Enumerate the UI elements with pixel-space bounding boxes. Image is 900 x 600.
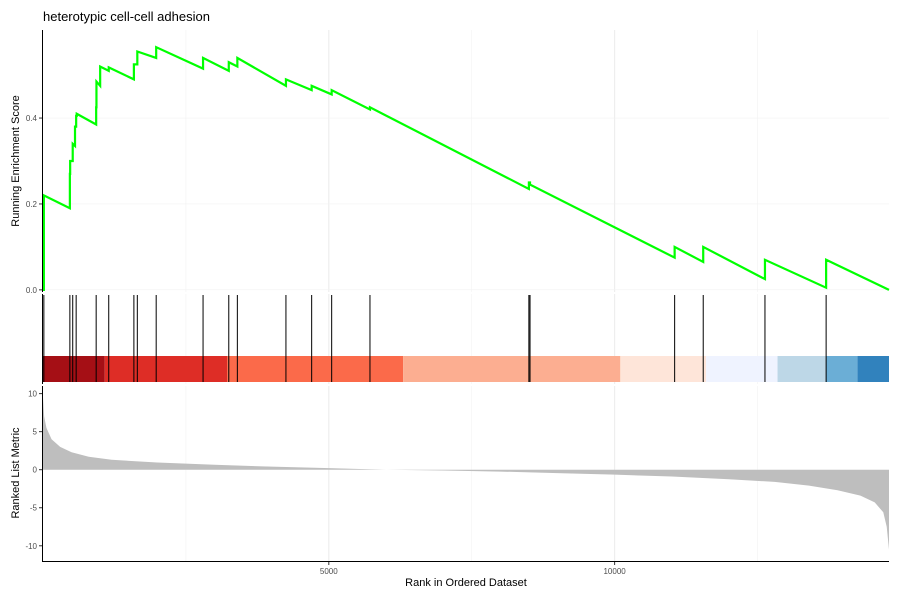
ranked-y-tick-label: -10 (25, 542, 37, 551)
ranked-y-axis-title: Ranked List Metric (10, 427, 22, 519)
enrichment-score-panel: 0.0 0.2 0.4 Running Enrichment Score (10, 30, 890, 295)
gene-hit-markers (43, 295, 827, 382)
enrichment-score-line (42, 45, 890, 291)
x-ticks: 5000 10000 (320, 562, 626, 576)
enrichment-line-layer (42, 45, 890, 291)
rank-color-band (620, 356, 707, 382)
enrichment-y-tick-label: 0.2 (26, 200, 38, 209)
rank-color-band (706, 356, 778, 382)
ranked-y-tick-label: 0 (33, 466, 38, 475)
rank-color-band (826, 356, 858, 382)
rank-color-band (403, 356, 621, 382)
x-tick-label: 10000 (603, 567, 626, 576)
chart-title: heterotypic cell-cell adhesion (43, 9, 210, 24)
rank-color-band (227, 356, 404, 382)
rank-color-band (104, 356, 228, 382)
rank-color-band (43, 356, 105, 382)
ranked-list-panel: 10 5 0 -5 -10 5000 10000 Ranked List Metric R… (10, 386, 889, 589)
rank-color-bar (43, 356, 889, 382)
ranked-y-tick-label: 10 (28, 390, 37, 399)
gene-hits-panel (42, 294, 889, 384)
enrichment-y-axis-title: Running Enrichment Score (10, 95, 22, 226)
enrichment-grid (43, 30, 889, 292)
rank-color-band (857, 356, 889, 382)
enrichment-y-tick-label: 0.4 (26, 114, 38, 123)
ranked-list-area (43, 397, 889, 550)
ranked-fill-layer (43, 397, 889, 550)
x-tick-label: 5000 (320, 567, 338, 576)
x-axis-title: Rank in Ordered Dataset (405, 577, 527, 589)
ranked-y-tick-label: -5 (30, 504, 38, 513)
ranked-y-tick-label: 5 (33, 428, 38, 437)
ranked-y-ticks: 10 5 0 -5 -10 (25, 390, 42, 551)
rank-color-band (777, 356, 827, 382)
enrichment-y-ticks: 0.0 0.2 0.4 (26, 114, 42, 295)
enrichment-y-tick-label: 0.0 (26, 286, 38, 295)
